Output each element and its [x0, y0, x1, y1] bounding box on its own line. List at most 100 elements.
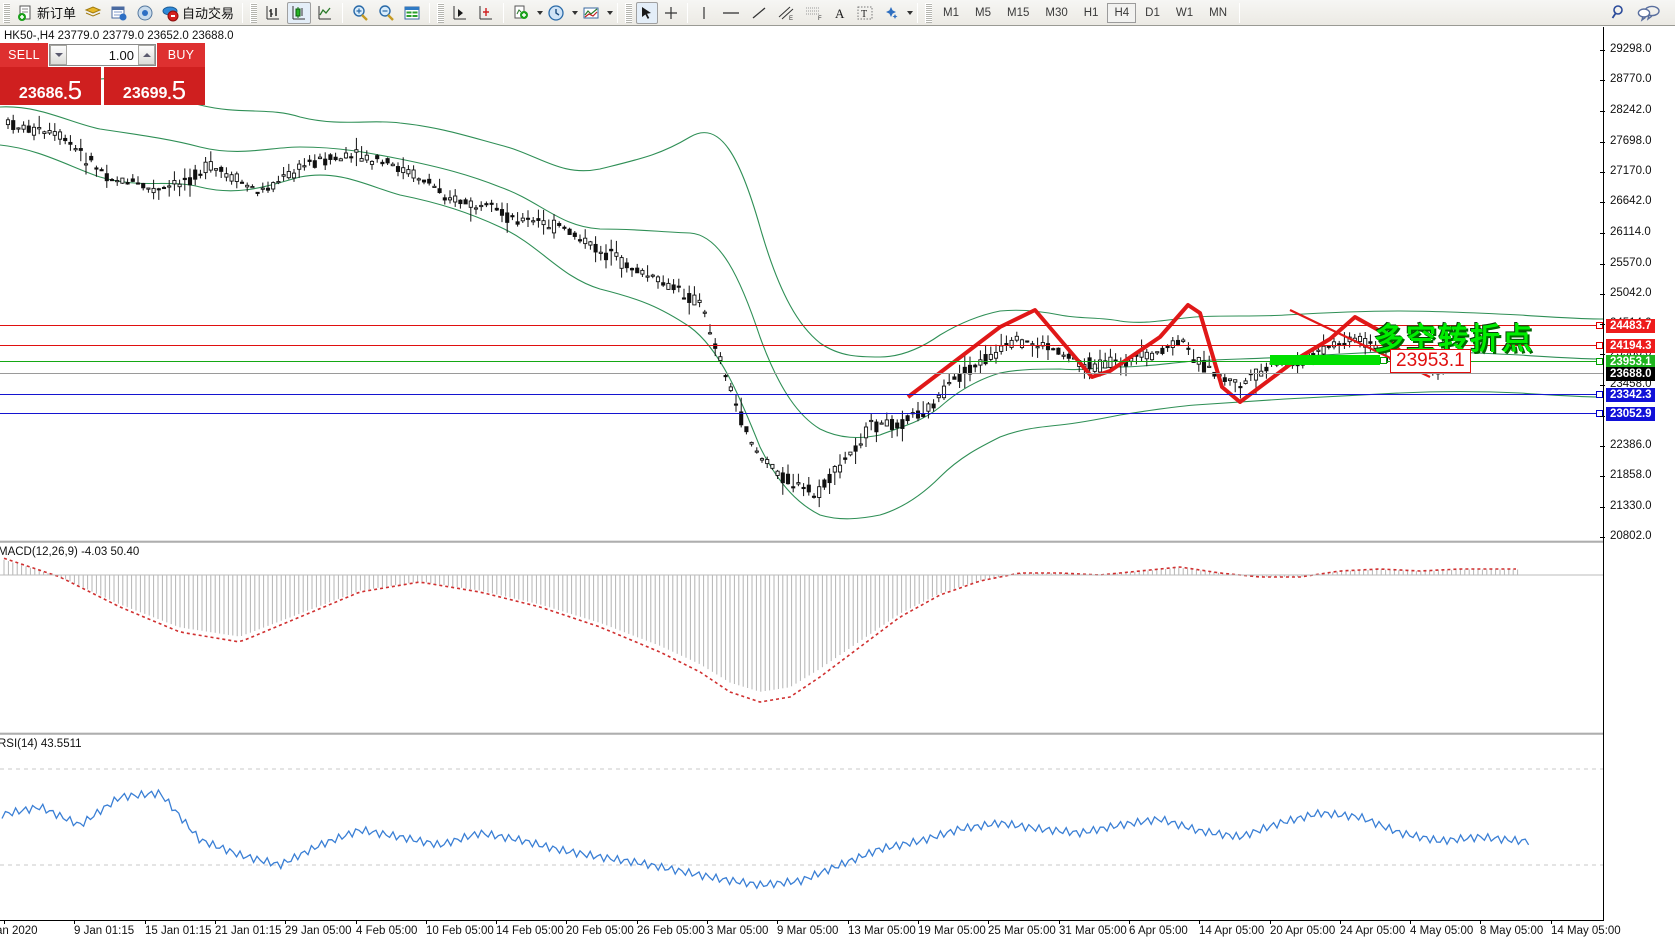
resistance-line-1[interactable]	[0, 325, 1603, 326]
text-icon[interactable]: A	[829, 2, 851, 24]
pane-separator-rsi[interactable]	[0, 732, 1603, 735]
price-tick-label: 27170.0	[1610, 164, 1652, 177]
price-tick-mark	[1600, 80, 1605, 82]
profiles-button[interactable]	[81, 2, 105, 24]
toolbar-grip[interactable]	[3, 2, 10, 23]
volume-stepper[interactable]: 1.00	[49, 44, 156, 66]
price-tag-resistance[interactable]: 24194.3	[1606, 339, 1655, 353]
buy-button[interactable]: BUY	[157, 43, 205, 67]
rsi-pane-graphics	[0, 768, 1603, 890]
time-axis-labels: an 2020 9 Jan 01:15 15 Jan 01:15 21 Jan 01:…	[0, 920, 1621, 943]
bar-chart-icon[interactable]	[261, 2, 285, 24]
price-callout-handle[interactable]	[1380, 357, 1387, 364]
timeframe-m1[interactable]: M1	[943, 6, 960, 19]
one-click-trading-panel[interactable]: SELL 1.00 BUY 23686 . 5 23699 . 5	[0, 43, 205, 105]
price-tag-support[interactable]: 23052.9	[1606, 407, 1655, 421]
buy-price-quote[interactable]: 23699 . 5	[104, 67, 205, 105]
volume-increase-button[interactable]	[138, 45, 155, 65]
toolbar-grip-2[interactable]	[250, 2, 258, 23]
timeframe-m30[interactable]: M30	[1045, 6, 1068, 19]
time-axis-line	[0, 920, 1603, 921]
auto-scroll-icon[interactable]	[448, 2, 472, 24]
pane-separator-macd[interactable]	[0, 540, 1603, 543]
navigator-button[interactable]	[133, 2, 157, 24]
timeframe-h1[interactable]: H1	[1083, 6, 1099, 19]
templates-dropdown-caret[interactable]	[537, 10, 544, 15]
support-line-2[interactable]	[0, 413, 1603, 414]
svg-text:F: F	[818, 16, 822, 21]
time-tick-label: 29 Jan 05:00	[285, 925, 352, 937]
trendline-icon[interactable]	[747, 2, 771, 24]
indicators-icon[interactable]	[579, 2, 603, 24]
period-icon[interactable]	[544, 2, 568, 24]
text-label-icon[interactable]: T	[853, 2, 877, 24]
sell-price-separator: .	[63, 86, 68, 103]
price-tag-support[interactable]: 23342.3	[1606, 388, 1655, 402]
resistance-line-2[interactable]	[0, 345, 1603, 346]
pivot-handle[interactable]	[1596, 358, 1603, 365]
period-dropdown-caret[interactable]	[572, 10, 579, 15]
price-tag-pivot[interactable]: 23953.1	[1606, 355, 1655, 369]
shapes-dropdown-caret[interactable]	[907, 10, 914, 15]
timeframe-w1[interactable]: W1	[1175, 6, 1194, 19]
chart-shift-icon[interactable]	[474, 2, 498, 24]
price-tick-label: 28242.0	[1610, 103, 1652, 116]
fibonacci-icon[interactable]: F	[801, 2, 827, 24]
data-window-icon[interactable]	[400, 2, 424, 24]
chart-canvas[interactable]: 多空转折点 23953.1 MACD(12,26,9) -4.03 50.40 …	[0, 27, 1675, 950]
candlestick-chart-icon[interactable]	[287, 1, 312, 24]
price-tick-mark	[1600, 202, 1605, 204]
horizontal-line-icon[interactable]	[717, 2, 745, 24]
time-tick-mark	[4, 920, 5, 924]
zoom-in-icon[interactable]	[348, 2, 372, 24]
indicators-dropdown-caret[interactable]	[607, 10, 614, 15]
timeframe-d1[interactable]: D1	[1145, 6, 1160, 19]
toolbar-separator-4	[503, 2, 505, 23]
time-tick-label: 14 Feb 05:00	[496, 925, 564, 937]
volume-decrease-button[interactable]	[50, 45, 67, 65]
new-order-button[interactable]: 新订单	[14, 2, 79, 24]
resistance-2-handle[interactable]	[1596, 342, 1603, 349]
pivot-line[interactable]	[0, 361, 1603, 362]
price-tag-resistance[interactable]: 24483.7	[1606, 319, 1655, 333]
support-1-handle[interactable]	[1596, 391, 1603, 398]
time-tick-mark	[1340, 920, 1341, 924]
price-tick-mark	[1600, 293, 1605, 295]
toolbar-grip-3[interactable]	[437, 2, 445, 23]
pivot-highlight-band	[1270, 355, 1380, 365]
market-watch-button[interactable]	[107, 2, 131, 24]
support-line-1[interactable]	[0, 394, 1603, 395]
zoom-out-icon[interactable]	[374, 2, 398, 24]
templates-icon[interactable]	[509, 2, 533, 24]
timeframe-m15[interactable]: M15	[1007, 6, 1030, 19]
price-tick-mark	[1600, 476, 1605, 478]
timeframe-h4[interactable]: H4	[1107, 2, 1137, 23]
support-2-handle[interactable]	[1596, 410, 1603, 417]
buy-price-fraction: 5	[171, 75, 187, 105]
price-tick-label: 25042.0	[1610, 286, 1652, 299]
toolbar-grip-4[interactable]	[625, 2, 633, 23]
new-order-label: 新订单	[37, 6, 77, 21]
toolbar-separator-5	[617, 2, 619, 23]
line-chart-icon[interactable]	[313, 2, 337, 24]
time-tick-mark	[1551, 920, 1552, 924]
shapes-icon[interactable]	[879, 2, 903, 24]
crosshair-icon[interactable]	[660, 2, 682, 24]
resistance-1-handle[interactable]	[1596, 322, 1603, 329]
sell-price-quote[interactable]: 23686 . 5	[0, 67, 101, 105]
time-tick-mark	[988, 920, 989, 924]
vertical-line-icon[interactable]	[693, 2, 715, 24]
toolbar-grip-5[interactable]	[925, 2, 933, 23]
sell-button[interactable]: SELL	[0, 43, 48, 67]
chat-icon[interactable]	[1634, 2, 1666, 24]
search-icon[interactable]	[1606, 2, 1632, 24]
timeframe-mn[interactable]: MN	[1209, 6, 1227, 19]
volume-input[interactable]: 1.00	[108, 47, 134, 63]
time-tick-label: 14 Apr 05:00	[1199, 925, 1265, 937]
price-tag-last-price[interactable]: 23688.0	[1606, 367, 1655, 381]
cursor-icon[interactable]	[636, 1, 659, 24]
autotrade-button[interactable]: 自动交易	[159, 2, 237, 24]
timeframe-m5[interactable]: M5	[975, 6, 991, 19]
equidistant-channel-icon[interactable]: E	[773, 2, 799, 24]
